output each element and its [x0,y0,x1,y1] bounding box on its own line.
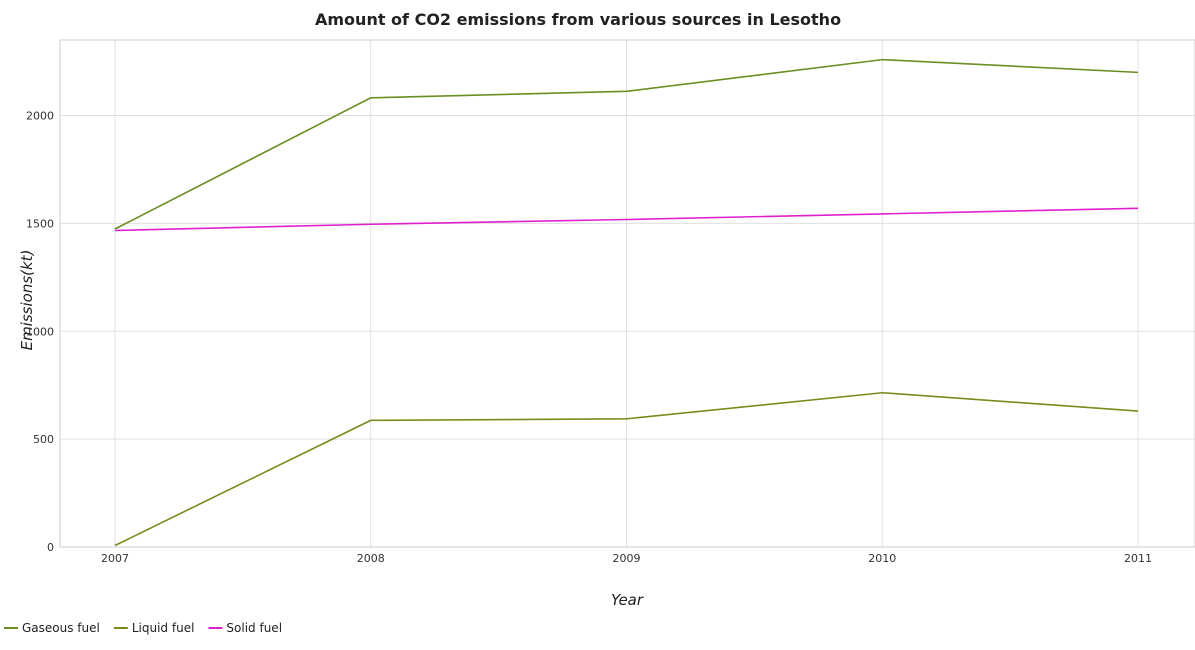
y-tick-label: 1000 [26,325,54,338]
y-tick-label: 2000 [26,110,54,123]
chart-title: Amount of CO2 emissions from various sou… [315,10,841,29]
grid [60,40,1195,548]
legend-label: Liquid fuel [132,621,195,635]
y-tick-label: 1500 [26,217,54,230]
x-tick-label: 2010 [868,552,896,565]
x-axis-ticks: 2007 2008 2009 2010 2011 [101,552,1152,565]
x-tick-label: 2009 [613,552,641,565]
plot-frame [59,39,1195,548]
x-axis-label: Year [611,591,644,609]
legend-label: Solid fuel [226,621,282,635]
x-tick-label: 2007 [101,552,129,565]
legend: Gaseous fuel Liquid fuel Solid fuel [4,621,282,635]
legend-item: Solid fuel [208,621,282,635]
y-axis-ticks: 0 500 1000 1500 2000 [26,110,54,554]
legend-item: Gaseous fuel [4,621,100,635]
series-line-gaseous-fuel [114,58,1139,230]
legend-label: Gaseous fuel [22,621,100,635]
y-tick-label: 0 [47,541,54,554]
legend-item: Liquid fuel [113,621,195,635]
series-line-solid-fuel [114,207,1139,232]
x-tick-label: 2011 [1124,552,1152,565]
series-lines [114,58,1139,547]
series-line-liquid-fuel [114,391,1139,547]
x-tick-label: 2008 [357,552,385,565]
y-tick-label: 500 [33,433,54,446]
y-axis-label: Emissions(kt) [18,250,36,351]
